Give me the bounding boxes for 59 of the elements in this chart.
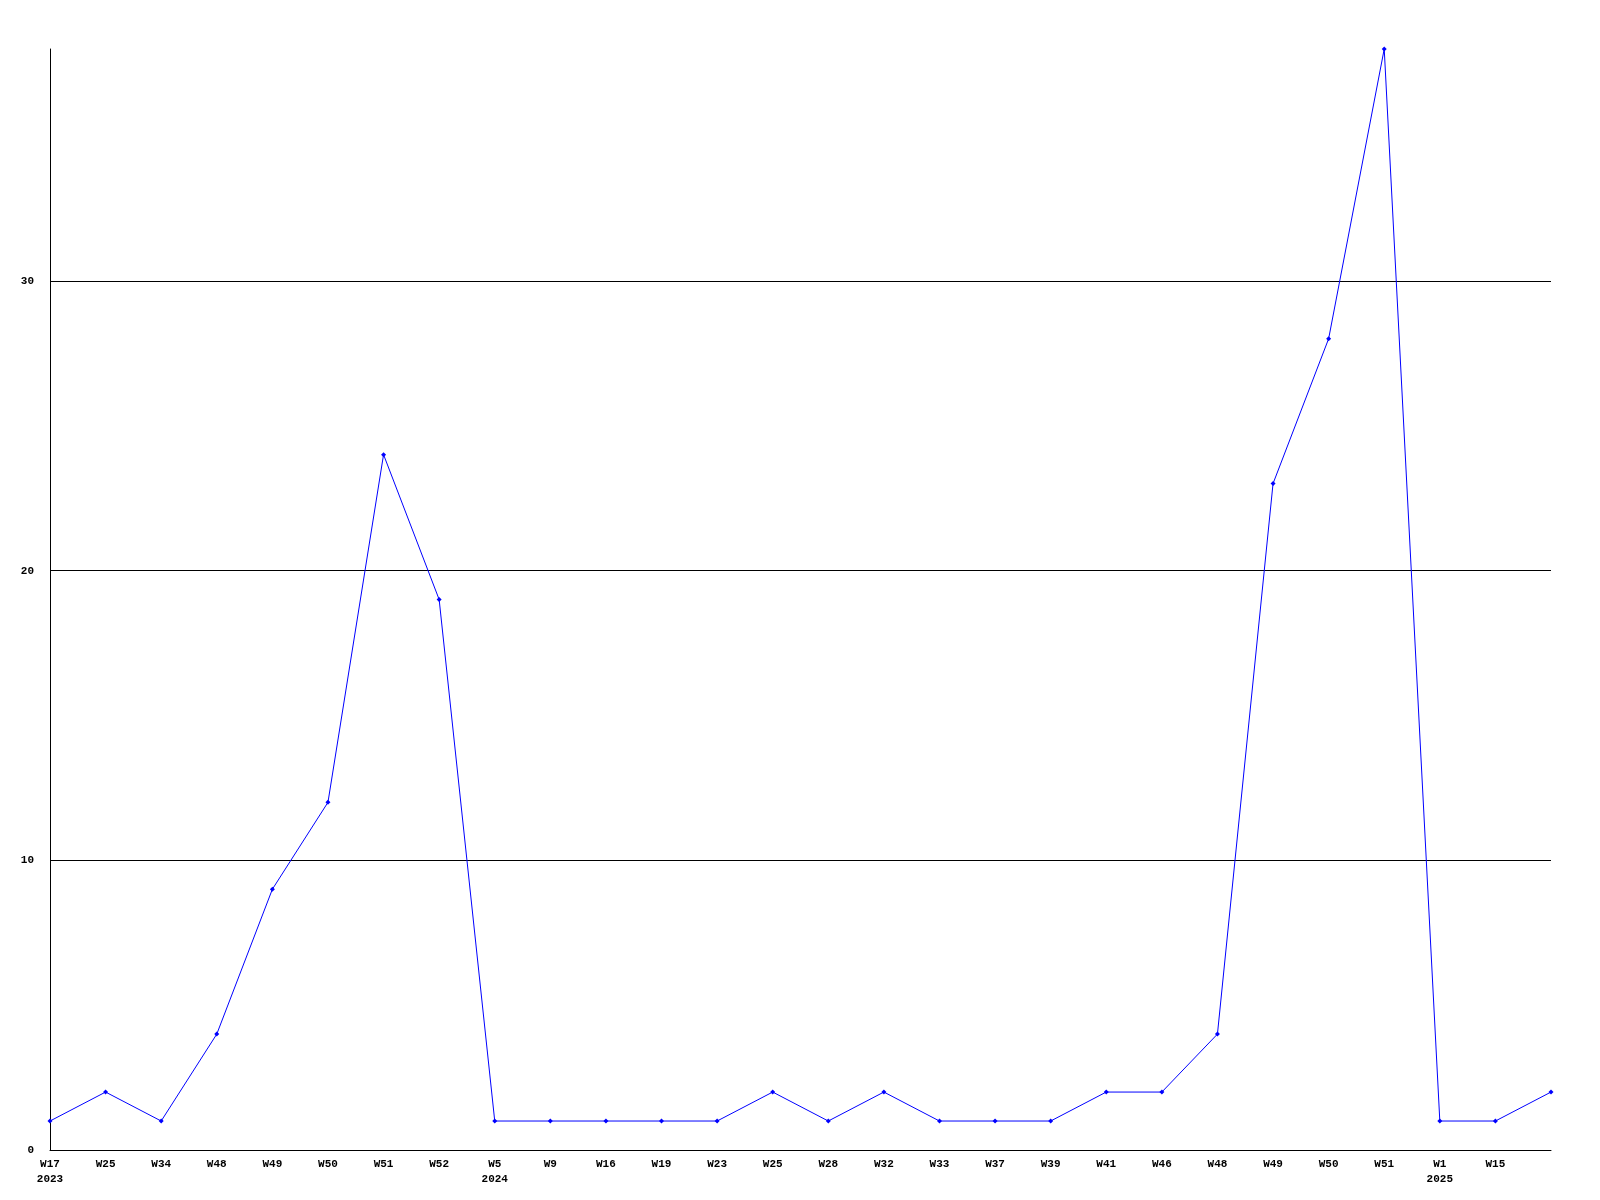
x-tick-label: W41 — [1096, 1157, 1117, 1170]
y-tick-label: 20 — [20, 564, 34, 577]
point — [1548, 1089, 1554, 1095]
x-tick-label: W51 — [373, 1157, 394, 1170]
point — [1103, 1089, 1109, 1095]
x-tick-label: W37 — [985, 1157, 1005, 1170]
point — [992, 1118, 998, 1124]
point — [1270, 481, 1276, 487]
x-tick-label: W28 — [818, 1157, 839, 1170]
point — [1492, 1118, 1498, 1124]
x-tick-label: W23 — [707, 1157, 728, 1170]
point — [214, 1031, 220, 1037]
point — [269, 886, 275, 892]
x-tick-label: W46 — [1151, 1157, 1172, 1170]
point — [1214, 1031, 1220, 1037]
x-tick-label: W48 — [206, 1157, 228, 1170]
point — [1437, 1118, 1443, 1124]
point — [603, 1118, 609, 1124]
point — [492, 1118, 498, 1124]
x-tick-label: W9 — [543, 1157, 557, 1170]
point — [381, 452, 387, 458]
x-tick-label: W25 — [95, 1157, 116, 1170]
point — [825, 1118, 831, 1124]
x-tick-label: W49 — [262, 1157, 283, 1170]
x-tick-label: W33 — [929, 1157, 950, 1170]
y-tick-label: 0 — [27, 1144, 34, 1156]
x-tick-label: W50 — [318, 1157, 338, 1170]
x-tick-label: W16 — [596, 1157, 616, 1170]
x-tick-label: W48 — [1207, 1157, 1228, 1170]
point — [770, 1089, 776, 1095]
y-tick-label: 10 — [20, 854, 34, 867]
x-tick-label: W17 2023 — [36, 1157, 64, 1185]
x-tick-label: W15 — [1485, 1157, 1506, 1170]
point — [659, 1118, 665, 1124]
x-tick-label: W50 — [1318, 1157, 1339, 1170]
point — [1381, 46, 1387, 52]
point — [547, 1118, 553, 1124]
x-tick-label: W19 — [651, 1157, 672, 1170]
y-tick-label: 30 — [20, 274, 34, 287]
point — [714, 1118, 720, 1124]
x-tick-label: W51 — [1374, 1157, 1395, 1170]
point — [881, 1089, 887, 1095]
x-tick-label: W32 — [873, 1157, 894, 1170]
x-tick-label: W34 — [151, 1157, 172, 1170]
x-tick-label: W39 — [1040, 1157, 1061, 1170]
x-tick-label: W5 2024 — [481, 1157, 509, 1185]
point — [936, 1118, 942, 1124]
x-tick-label: W49 — [1263, 1157, 1283, 1170]
x-tick-label: W52 — [429, 1157, 450, 1170]
point — [158, 1118, 164, 1124]
point — [1159, 1089, 1165, 1095]
point — [1326, 336, 1332, 342]
point — [436, 597, 442, 602]
point — [325, 799, 331, 805]
point — [103, 1089, 109, 1095]
x-tick-label: W25 — [762, 1157, 783, 1170]
point — [1048, 1118, 1054, 1124]
point — [47, 1118, 53, 1124]
x-tick-label: W1 2025 — [1426, 1157, 1454, 1185]
